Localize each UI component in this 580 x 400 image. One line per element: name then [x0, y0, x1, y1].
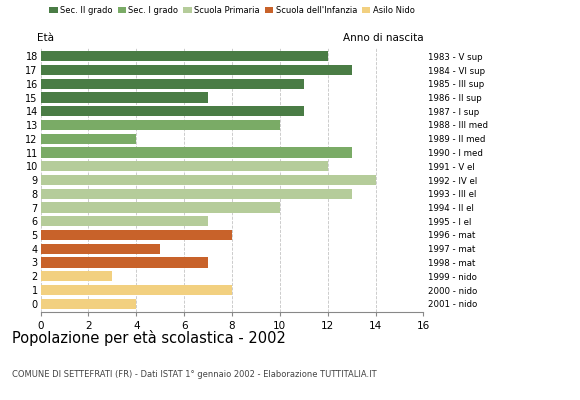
Bar — [41, 271, 113, 282]
Bar — [41, 257, 208, 268]
Bar — [41, 92, 208, 103]
Bar — [41, 298, 136, 309]
Bar — [41, 216, 208, 226]
Bar — [41, 244, 160, 254]
Bar — [41, 120, 280, 130]
Bar — [41, 78, 304, 89]
Bar — [41, 147, 351, 158]
Bar — [41, 106, 304, 116]
Text: COMUNE DI SETTEFRATI (FR) - Dati ISTAT 1° gennaio 2002 - Elaborazione TUTTITALIA: COMUNE DI SETTEFRATI (FR) - Dati ISTAT 1… — [12, 370, 376, 379]
Bar — [41, 51, 328, 62]
Bar — [41, 134, 136, 144]
Text: Età: Età — [37, 33, 54, 43]
Text: Popolazione per età scolastica - 2002: Popolazione per età scolastica - 2002 — [12, 330, 285, 346]
Bar — [41, 161, 328, 172]
Text: Anno di nascita: Anno di nascita — [343, 33, 423, 43]
Bar — [41, 188, 351, 199]
Bar — [41, 202, 280, 213]
Bar — [41, 65, 351, 75]
Bar — [41, 285, 232, 295]
Bar — [41, 230, 232, 240]
Legend: Sec. II grado, Sec. I grado, Scuola Primaria, Scuola dell'Infanzia, Asilo Nido: Sec. II grado, Sec. I grado, Scuola Prim… — [49, 6, 415, 15]
Bar — [41, 175, 376, 185]
